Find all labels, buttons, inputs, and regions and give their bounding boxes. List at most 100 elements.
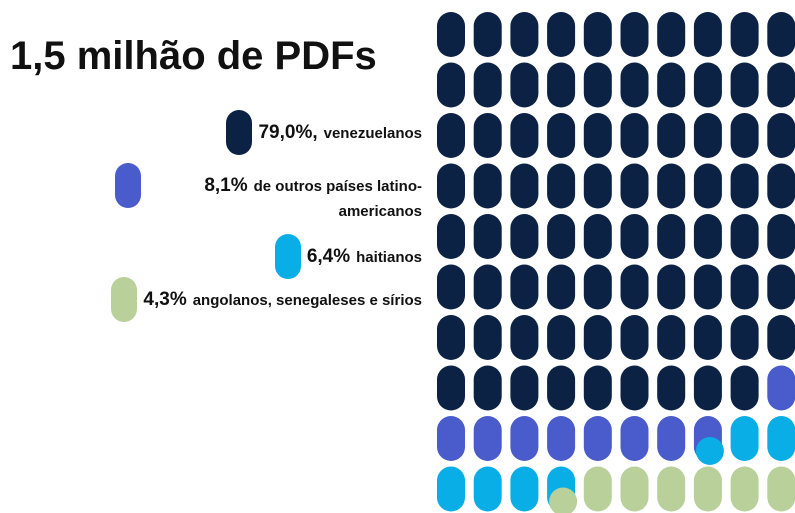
waffle-cell — [473, 62, 502, 108]
legend-text: 6,4% haitianos — [307, 234, 422, 270]
waffle-cell — [620, 264, 649, 310]
waffle-cell — [510, 264, 539, 310]
waffle-cell — [473, 466, 502, 512]
waffle-cell — [730, 264, 759, 310]
legend-swatch — [111, 277, 138, 322]
legend-label: haitianos — [356, 249, 422, 266]
waffle-cell-part — [549, 487, 578, 513]
waffle-cell — [437, 264, 465, 310]
waffle-cell — [730, 416, 759, 461]
waffle-cell — [583, 113, 612, 158]
waffle-cell — [437, 365, 465, 411]
waffle-cell — [657, 264, 686, 310]
waffle-cell — [693, 113, 722, 158]
waffle-cell — [693, 365, 722, 411]
waffle-cell — [730, 62, 759, 108]
waffle-cell — [693, 214, 722, 259]
waffle-cell — [473, 416, 502, 461]
waffle-cell — [473, 12, 502, 57]
waffle-cell — [730, 315, 759, 360]
waffle-cell — [547, 365, 576, 411]
waffle-cell — [510, 62, 539, 108]
waffle-cell — [437, 12, 465, 57]
legend-swatch — [115, 163, 141, 208]
waffle-cell — [437, 163, 465, 209]
waffle-cell — [437, 62, 465, 108]
waffle-cell — [657, 365, 686, 411]
legend-item: 4,3% angolanos, senegaleses e sírios — [111, 277, 422, 322]
waffle-cell — [473, 264, 502, 310]
waffle-cell — [583, 365, 612, 411]
legend-value: 6,4% — [306, 246, 351, 267]
waffle-cell — [437, 416, 465, 461]
waffle-cell — [657, 163, 686, 209]
waffle-cell — [583, 264, 612, 310]
waffle-cell — [510, 315, 539, 360]
waffle-cell — [730, 466, 759, 512]
legend-item: 6,4% haitianos — [274, 234, 422, 279]
waffle-cell — [547, 12, 576, 57]
waffle-cell — [767, 365, 795, 411]
waffle-cell — [547, 214, 576, 259]
waffle-cell — [547, 416, 576, 461]
legend-label: venezuelanos — [323, 125, 422, 142]
chart-title: 1,5 milhão de PDFs — [10, 34, 377, 78]
waffle-cell — [510, 466, 539, 512]
waffle-cell — [473, 365, 502, 411]
waffle-cell — [657, 12, 686, 57]
waffle-cell — [547, 62, 576, 108]
waffle-cell — [620, 466, 649, 512]
waffle-cell — [693, 315, 722, 360]
waffle-cell — [767, 416, 795, 461]
waffle-cell — [547, 315, 576, 360]
waffle-cell — [510, 365, 539, 411]
waffle-cell — [693, 466, 722, 512]
waffle-cell — [620, 62, 649, 108]
legend-text: 8,1% de outros países latino-americanos — [147, 163, 422, 224]
waffle-cell — [473, 113, 502, 158]
legend-swatch — [226, 110, 253, 155]
legend-label: de outros países latino-americanos — [253, 178, 422, 220]
waffle-cell — [620, 12, 649, 57]
waffle-cell — [510, 12, 539, 57]
waffle-cell — [620, 315, 649, 360]
waffle-cell-part — [695, 437, 724, 465]
waffle-cell — [583, 62, 612, 108]
waffle-cell — [510, 416, 539, 461]
waffle-cell — [767, 113, 795, 158]
legend-value: 8,1% — [204, 175, 248, 196]
legend-value: 4,3% — [143, 289, 187, 310]
waffle-cell — [767, 12, 795, 57]
waffle-cell — [767, 214, 795, 259]
waffle-cell — [693, 163, 722, 209]
waffle-cell — [473, 214, 502, 259]
waffle-cell — [657, 62, 686, 108]
waffle-cell — [620, 416, 649, 461]
waffle-cell — [473, 315, 502, 360]
waffle-cell — [620, 113, 649, 158]
waffle-cell — [730, 214, 759, 259]
legend-item: 8,1% de outros países latino-americanos — [115, 163, 422, 224]
waffle-cell — [583, 163, 612, 209]
waffle-cell — [693, 62, 722, 108]
waffle-cell — [620, 163, 649, 209]
waffle-cell — [620, 214, 649, 259]
waffle-cell — [693, 264, 722, 310]
waffle-cell — [510, 214, 539, 259]
legend-value: 79,0%, — [258, 122, 318, 143]
waffle-cell — [693, 12, 722, 57]
legend-text: 4,3% angolanos, senegaleses e sírios — [143, 277, 422, 313]
waffle-cell — [657, 113, 686, 158]
waffle-cell — [730, 12, 759, 57]
waffle-cell — [510, 113, 539, 158]
waffle-cell — [437, 466, 465, 512]
waffle-cell — [730, 163, 759, 209]
waffle-cell — [657, 416, 686, 461]
waffle-cell — [767, 264, 795, 310]
waffle-cell — [730, 113, 759, 158]
waffle-cell — [767, 315, 795, 360]
waffle-cell — [473, 163, 502, 209]
waffle-cell — [583, 315, 612, 360]
